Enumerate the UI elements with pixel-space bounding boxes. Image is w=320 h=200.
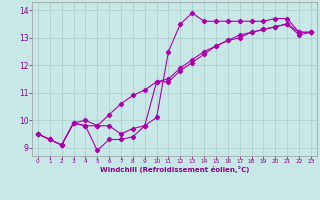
- X-axis label: Windchill (Refroidissement éolien,°C): Windchill (Refroidissement éolien,°C): [100, 166, 249, 173]
